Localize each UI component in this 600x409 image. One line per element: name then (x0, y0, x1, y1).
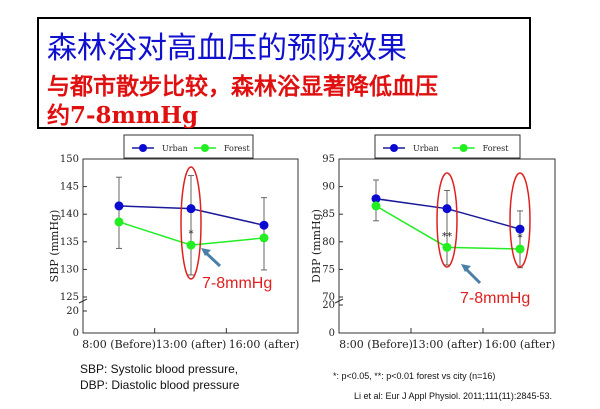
data-point-urban (186, 204, 196, 214)
legend-marker-forest (200, 144, 209, 152)
note-reference: Li et al: Eur J Appl Physiol. 2011;111(1… (354, 391, 552, 401)
legend-label-forest: Forest (224, 144, 251, 153)
significance-marker: ** (442, 231, 452, 242)
significance-marker: * (518, 233, 523, 244)
series-line-urban (375, 198, 521, 230)
note-sbp: SBP: Systolic blood pressure, (80, 362, 239, 376)
data-point-urban (371, 194, 381, 204)
y-tick-label: 135 (60, 237, 79, 248)
chart-sbp: 150 145 140 135 130 125 20 08:00 (Before) 13:00 … (48, 134, 300, 351)
annotation-arrow (463, 266, 482, 285)
highlight-ellipse (509, 172, 531, 268)
legend-marker-forest (459, 144, 468, 152)
x-tick-label: 13:00 (after) (156, 338, 227, 351)
data-point-urban (515, 224, 525, 234)
x-tick-label: 8:00 (Before) (339, 338, 413, 351)
arrow-head-icon (461, 264, 471, 272)
y-tick-label: 70 (322, 292, 335, 303)
legend-marker-urban (390, 144, 398, 152)
legend-marker-urban (139, 144, 147, 152)
data-point-urban (442, 204, 452, 214)
annotation-label: 7-8mmHg (202, 275, 272, 292)
note-dbp: DBP: Diastolic blood pressure (80, 378, 240, 392)
plot-frame (338, 158, 556, 334)
data-point-forest (114, 217, 124, 227)
data-point-forest (442, 242, 452, 252)
y-tick-label: 90 (322, 182, 335, 193)
legend-label-urban: Urban (413, 144, 439, 153)
y-tick-label: 95 (322, 154, 335, 165)
x-tick-label: 16:00 (after) (229, 338, 300, 351)
data-point-forest (371, 201, 381, 211)
data-point-urban (259, 220, 269, 230)
y-tick-label: 130 (60, 264, 79, 275)
y-axis-label: DBP (mmHg) (310, 209, 323, 283)
note-significance: *: p<0.05, **: p<0.01 forest vs city (n=… (333, 371, 496, 381)
slide-title: 森林浴对高血压的预防效果 (47, 31, 407, 66)
y-tick-label: 150 (60, 154, 79, 165)
legend-box (123, 134, 254, 159)
legend-box (374, 134, 521, 159)
legend: Urban Forest (374, 134, 521, 159)
slide-subtitle-line1: 与都市散步比较，森林浴显著降低血压 (47, 73, 438, 100)
significance-marker: * (189, 229, 194, 240)
highlight-ellipse (436, 172, 458, 268)
y-tick-label: 125 (60, 292, 79, 303)
y-tick-label: 75 (322, 264, 335, 275)
y-tick-label: 140 (60, 209, 79, 220)
annotation-label: 7-8mmHg (460, 290, 530, 307)
data-point-forest (515, 244, 525, 254)
y-tick-label: 0 (73, 328, 79, 339)
y-axis-label: SBP (mmHg) (48, 210, 61, 283)
y-tick-label: 145 (60, 182, 79, 193)
arrow-head-icon (201, 248, 211, 256)
title-box: 森林浴对高血压的预防效果 与都市散步比较，森林浴显著降低血压 约7-8mmHg (37, 17, 531, 129)
data-point-urban (114, 201, 124, 211)
y-tick-label: 80 (322, 237, 335, 248)
legend: Urban Forest (123, 134, 254, 159)
y-tick-label: 85 (322, 209, 335, 220)
x-tick-label: 16:00 (after) (485, 338, 556, 351)
legend-label-forest: Forest (483, 144, 510, 153)
slide-subtitle-line2: 约7-8mmHg (47, 102, 199, 129)
annotation-arrow (203, 250, 222, 268)
data-point-forest (259, 233, 269, 243)
x-tick-label: 8:00 (Before) (82, 338, 156, 351)
plot-frame (82, 158, 299, 334)
axis-break-mark (78, 298, 88, 304)
y-tick-label: 20 (322, 300, 335, 311)
data-point-forest (186, 240, 196, 250)
axis-break-mark (334, 298, 344, 304)
y-tick-label: 20 (66, 306, 79, 317)
x-tick-label: 13:00 (after) (412, 338, 483, 351)
highlight-ellipse (180, 166, 202, 280)
legend-label-urban: Urban (162, 144, 188, 153)
y-tick-label: 0 (329, 328, 335, 339)
